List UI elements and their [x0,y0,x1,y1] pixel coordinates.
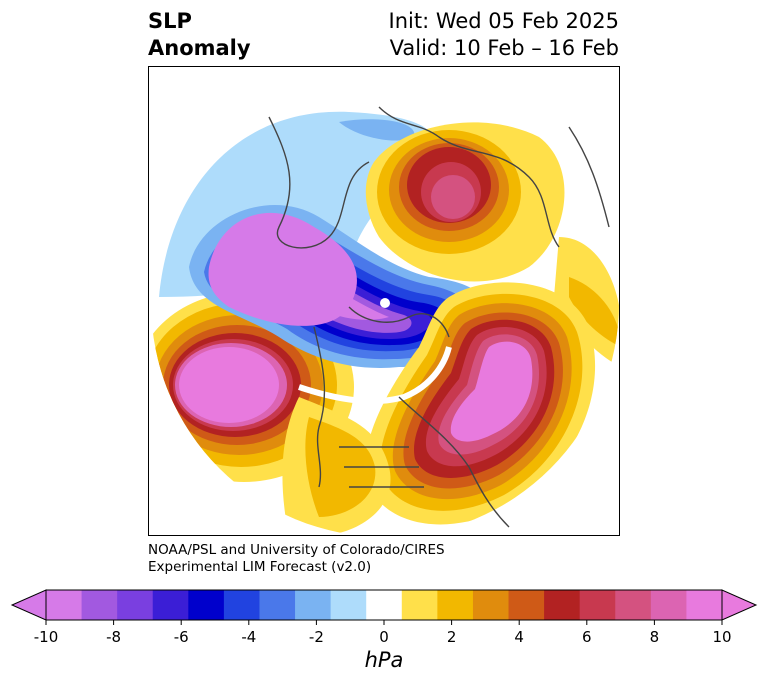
map-panel [148,66,620,536]
colorbar-cell [259,590,296,620]
colorbar-tick-label: 4 [514,628,524,646]
colorbar-cell [223,590,260,620]
forecast-dates: Init: Wed 05 Feb 2025 Valid: 10 Feb – 16… [389,8,619,62]
colorbar-cell [152,590,189,620]
coastlines [268,106,610,528]
colorbar-arrow-high [721,589,758,621]
title-line-1: SLP [148,9,192,33]
valid-date: Valid: 10 Feb – 16 Feb [389,36,619,60]
colorbar-cell [401,590,438,620]
colorbar-tick-label: 10 [712,628,731,646]
colorbar-tick-label: 8 [650,628,660,646]
colorbar-tick-label: 6 [582,628,592,646]
colorbar-cell [117,590,154,620]
colorbar-cell [579,590,616,620]
colorbar-cell [686,590,723,620]
colorbar-cells [10,589,758,621]
colorbar-arrow-low [10,589,47,621]
init-date: Init: Wed 05 Feb 2025 [388,9,619,33]
anomaly-field [151,69,619,535]
colorbar-cell [615,590,652,620]
anomaly-positive-west [151,292,354,482]
colorbar-tick-label: -10 [34,628,59,646]
colorbar-cell [508,590,545,620]
colorbar-cell [81,590,118,620]
colorbar-tick-label: 0 [379,628,389,646]
colorbar-cell [437,590,474,620]
colorbar-tick-label: -2 [309,628,324,646]
colorbar-cell [366,590,403,620]
polar-map [151,69,619,535]
colorbar-cell [472,590,510,620]
colorbar-cell [188,590,225,620]
colorbar-cell [46,590,83,620]
anomaly-positive-siberia [365,122,565,282]
colorbar: -10 -8 -6 -4 -2 0 2 4 6 8 10 [10,589,758,646]
credit-line-1: NOAA/PSL and University of Colorado/CIRE… [148,542,445,558]
colorbar-tick-label: 2 [447,628,457,646]
colorbar-cell [544,590,581,620]
title-line-2: Anomaly [148,36,251,60]
colorbar-tick-label: -4 [241,628,256,646]
colorbar-tick-label: -6 [174,628,189,646]
colorbar-tick-label: -8 [106,628,121,646]
credit: NOAA/PSL and University of Colorado/CIRE… [148,542,445,576]
colorbar-cell [650,590,687,620]
colorbar-ticks: -10 -8 -6 -4 -2 0 2 4 6 8 10 [34,620,732,646]
anomaly-positive-atlantic [365,282,596,525]
colorbar-cell [330,590,367,620]
credit-line-2: Experimental LIM Forecast (v2.0) [148,559,372,575]
colorbar-unit-label: hPa [364,648,404,672]
map-title: SLP Anomaly [148,8,251,62]
colorbar-cell [295,590,332,620]
